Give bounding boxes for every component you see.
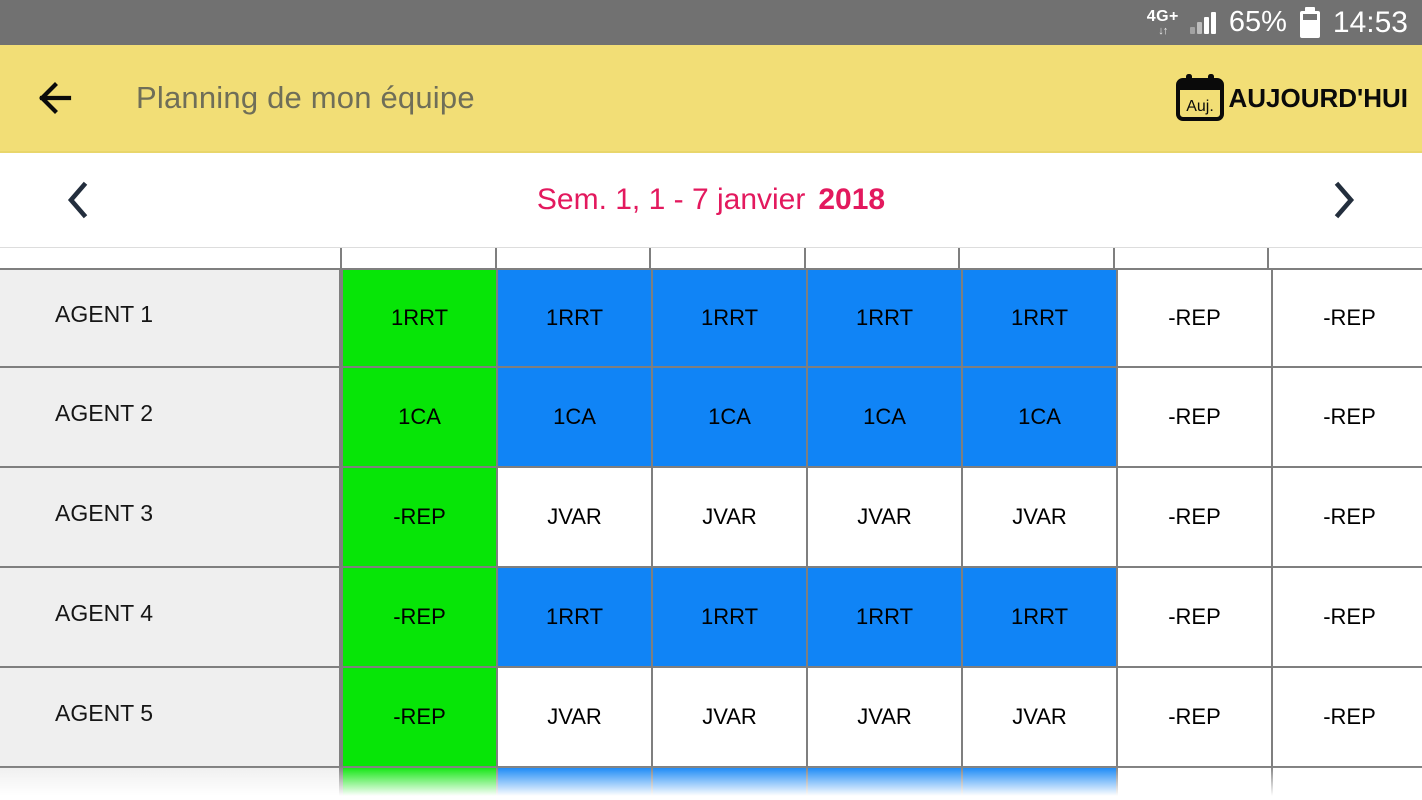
week-label: Sem. 1, 1 - 7 janvier 2018: [537, 183, 885, 217]
agent-name-cell: AGENT 1: [0, 268, 341, 368]
day-header-cell: [649, 248, 804, 268]
shift-cell[interactable]: -REP: [1116, 368, 1271, 468]
shift-cell[interactable]: 1RRT: [651, 268, 806, 368]
week-navigator: Sem. 1, 1 - 7 janvier 2018: [0, 153, 1422, 247]
shift-cell[interactable]: [961, 768, 1116, 800]
shift-cell[interactable]: [1271, 768, 1422, 800]
shift-cell[interactable]: -REP: [341, 468, 496, 568]
app-bar: Planning de mon équipe Auj. AUJOURD'HUI: [0, 45, 1422, 153]
shift-cell[interactable]: 1RRT: [651, 568, 806, 668]
data-transfer-arrows-icon: ↓↑: [1158, 24, 1168, 37]
shift-cell[interactable]: [806, 768, 961, 800]
svg-text:Auj.: Auj.: [1187, 98, 1215, 115]
arrow-left-icon: [39, 82, 72, 114]
shift-cell[interactable]: -REP: [1271, 368, 1422, 468]
battery-percent: 65%: [1228, 6, 1287, 38]
day-header-cell: [340, 248, 495, 268]
agent-name-cell: AGENT 2: [0, 368, 341, 468]
shift-cell[interactable]: JVAR: [651, 468, 806, 568]
page-title: Planning de mon équipe: [136, 80, 475, 115]
schedule-row: AGENT 4 -REP 1RRT 1RRT 1RRT 1RRT -REP -REP: [0, 568, 1422, 668]
shift-cell[interactable]: 1RRT: [341, 268, 496, 368]
shift-cell[interactable]: JVAR: [961, 668, 1116, 768]
shift-cell[interactable]: JVAR: [961, 468, 1116, 568]
shift-cell[interactable]: 1RRT: [496, 568, 651, 668]
shift-cell[interactable]: JVAR: [651, 668, 806, 768]
shift-cell[interactable]: JVAR: [496, 668, 651, 768]
chevron-right-icon: [1334, 181, 1355, 219]
shift-cell[interactable]: -REP: [341, 668, 496, 768]
shift-cell[interactable]: 1RRT: [496, 268, 651, 368]
day-header-cell: [1267, 248, 1422, 268]
agent-name-cell: AGENT 3: [0, 468, 341, 568]
shift-cell[interactable]: 1RRT: [806, 568, 961, 668]
week-range-text: Sem. 1, 1 - 7 janvier: [536, 183, 806, 216]
shift-cell[interactable]: 1RRT: [806, 268, 961, 368]
shift-cell[interactable]: 1RRT: [961, 568, 1116, 668]
agent-name-cell: AGENT 5: [0, 668, 341, 768]
back-button[interactable]: [30, 75, 76, 121]
shift-cell[interactable]: -REP: [1271, 568, 1422, 668]
shift-cell[interactable]: 1CA: [806, 368, 961, 468]
chevron-left-icon: [67, 181, 88, 219]
shift-cell[interactable]: -REP: [1271, 668, 1422, 768]
shift-cell[interactable]: 1CA: [961, 368, 1116, 468]
shift-cell[interactable]: -REP: [1116, 268, 1271, 368]
battery-icon: [1299, 6, 1320, 38]
clock: 14:53: [1332, 5, 1408, 39]
shift-cell[interactable]: 1CA: [651, 368, 806, 468]
shift-cell[interactable]: -REP: [1271, 468, 1422, 568]
schedule-row: AGENT 5 -REP JVAR JVAR JVAR JVAR -REP -REP: [0, 668, 1422, 768]
network-type-label: 4G+: [1146, 7, 1179, 25]
shift-cell[interactable]: [651, 768, 806, 800]
signal-bars-icon: [1189, 11, 1216, 34]
next-week-button[interactable]: [1323, 178, 1367, 222]
schedule-row: AGENT 3 -REP JVAR JVAR JVAR JVAR -REP -REP: [0, 468, 1422, 568]
today-button[interactable]: Auj. AUJOURD'HUI: [1175, 74, 1408, 122]
schedule-table: AGENT 1 1RRT 1RRT 1RRT 1RRT 1RRT -REP -REP AGENT…: [0, 268, 1422, 800]
shift-cell[interactable]: -REP: [1116, 668, 1271, 768]
day-header-cell: [494, 248, 650, 268]
today-button-label: AUJOURD'HUI: [1228, 82, 1408, 113]
day-header-row-partial: [0, 247, 1422, 268]
shift-cell[interactable]: 1CA: [496, 368, 651, 468]
shift-cell[interactable]: JVAR: [496, 468, 651, 568]
shift-cell[interactable]: -REP: [341, 568, 496, 668]
schedule-row: [0, 768, 1422, 800]
shift-cell[interactable]: 1RRT: [961, 268, 1116, 368]
shift-cell[interactable]: JVAR: [806, 468, 961, 568]
shift-cell[interactable]: -REP: [1116, 568, 1271, 668]
day-header-cell: [803, 248, 959, 268]
shift-cell[interactable]: JVAR: [806, 668, 961, 768]
calendar-icon: Auj.: [1176, 74, 1225, 121]
status-bar: 4G+ ↓↑ 65% 14:53: [0, 0, 1422, 45]
network-type-indicator: 4G+ ↓↑: [1146, 7, 1179, 37]
shift-cell[interactable]: -REP: [1116, 468, 1271, 568]
day-header-cell: [958, 248, 1113, 268]
schedule-row: AGENT 1 1RRT 1RRT 1RRT 1RRT 1RRT -REP -REP: [0, 268, 1422, 368]
shift-cell[interactable]: -REP: [1271, 268, 1422, 368]
day-header-cell: [1112, 248, 1268, 268]
shift-cell[interactable]: [341, 768, 496, 800]
schedule-row: AGENT 2 1CA 1CA 1CA 1CA 1CA -REP -REP: [0, 368, 1422, 468]
shift-cell[interactable]: [1116, 768, 1271, 800]
shift-cell[interactable]: 1CA: [341, 368, 496, 468]
shift-cell[interactable]: [496, 768, 651, 800]
agent-header-cell-partial: [0, 248, 340, 268]
week-year-text: 2018: [818, 183, 886, 216]
agent-name-cell: AGENT 4: [0, 568, 341, 668]
agent-name-cell: [0, 768, 341, 800]
previous-week-button[interactable]: [55, 178, 99, 222]
